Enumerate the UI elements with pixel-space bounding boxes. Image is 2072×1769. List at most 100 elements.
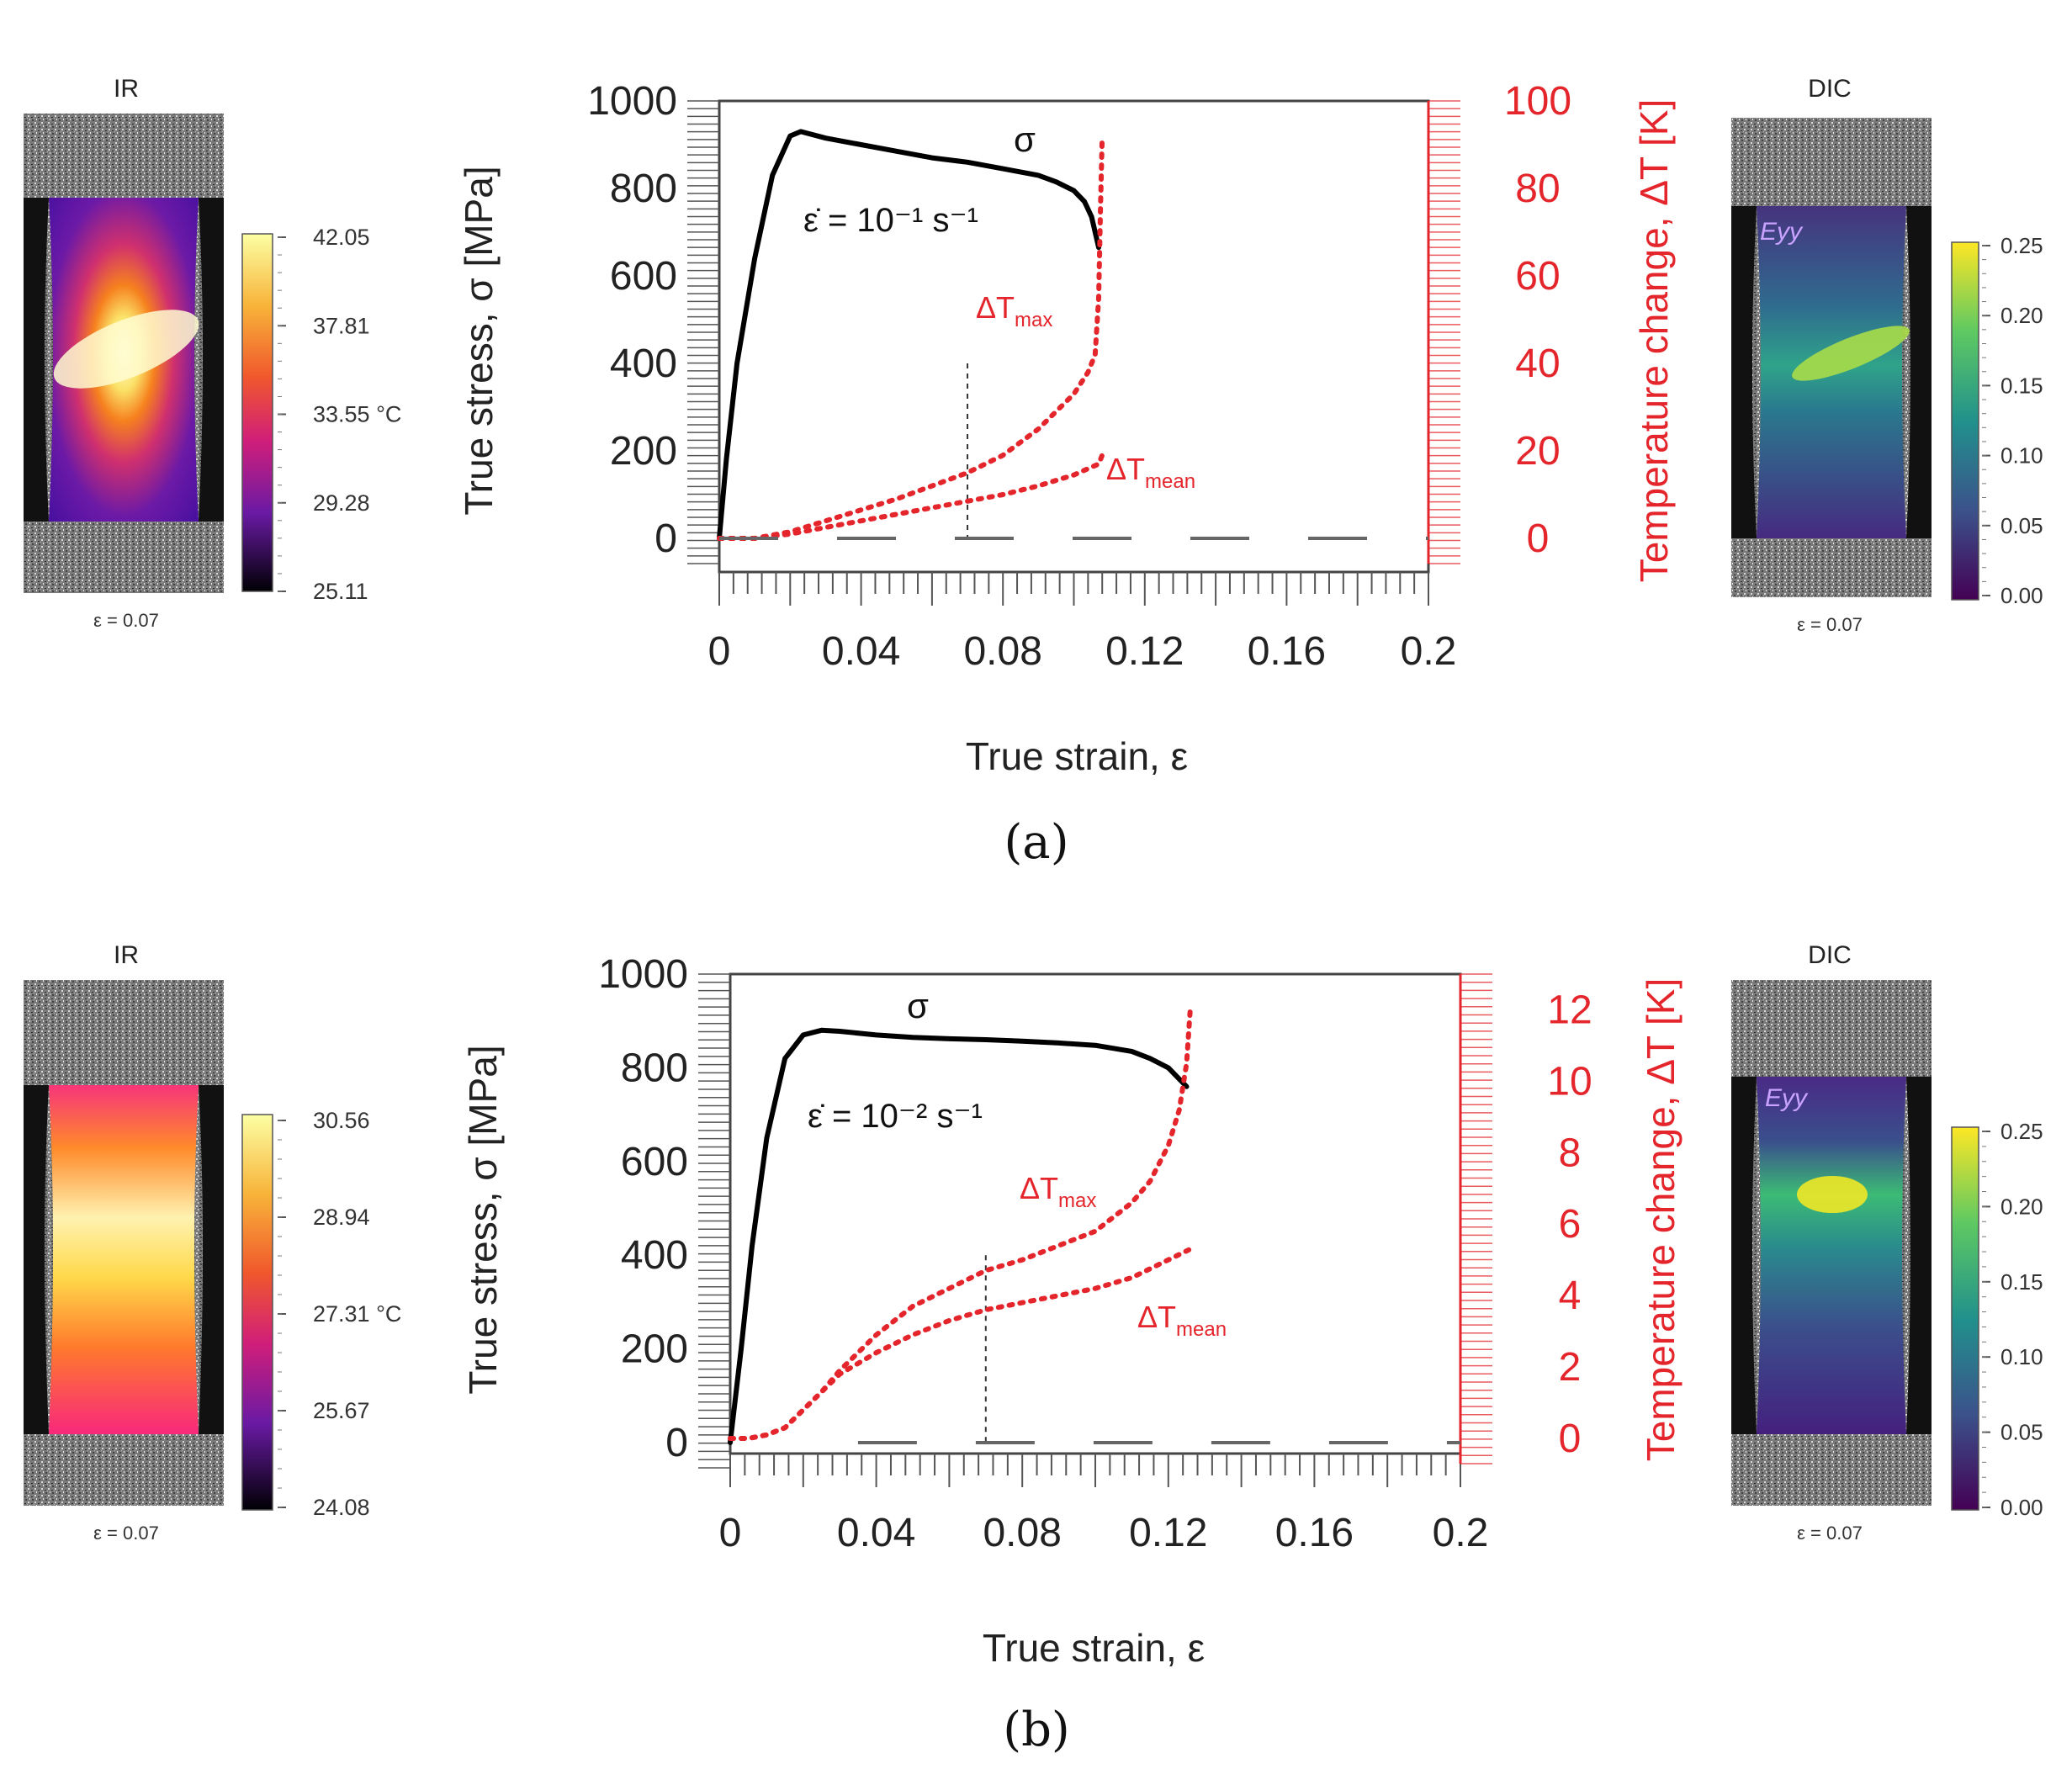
colorbar-tick-label: 24.08 — [313, 1495, 370, 1520]
chart-a-minor-ticks — [687, 100, 1460, 606]
chart-a-series — [717, 129, 1428, 541]
colorbar-tick-label: 28.94 — [313, 1205, 370, 1230]
y2-tick-label: 20 — [1515, 429, 1560, 474]
y-tick-label: 200 — [621, 1327, 688, 1372]
chart-b-series — [728, 1007, 1460, 1445]
chart-b-y2-ticks: 0 2 4 6 8 10 12 — [1547, 988, 1592, 1461]
series-stress-line — [728, 1027, 1190, 1445]
dic-colorbar-b — [1951, 1126, 1979, 1511]
ir-thermal-field-b — [49, 1085, 199, 1434]
colorbar-tick-label: 25.67 — [313, 1398, 370, 1423]
chart-a-y-ticks: 0 200 400 600 800 1000 — [587, 79, 677, 561]
colorbar-tick-label: 0.20 — [2000, 303, 2043, 328]
ir-colorbar-ticks-b: 30.56 28.94 27.31 °C 25.67 24.08 — [278, 1108, 401, 1520]
colorbar-tick-label: 0.05 — [2000, 1420, 2043, 1445]
dic-shadow-left-b — [1731, 1077, 1757, 1434]
colorbar-tick-label: 0.15 — [2000, 373, 2043, 398]
x-axis-label-b: True strain, ε — [983, 1626, 1205, 1670]
y2-tick-label: 6 — [1559, 1202, 1582, 1247]
x-tick-label: 0.12 — [1105, 629, 1184, 674]
colorbar-tick-label: 25.11 — [313, 579, 368, 604]
dic-strain-label-a: ε = 0.07 — [1797, 614, 1863, 635]
y-tick-label: 1000 — [587, 79, 677, 124]
x-axis-label-a: True strain, ε — [966, 734, 1188, 778]
colorbar-tick-label: 0.00 — [2000, 1495, 2043, 1520]
dic-colorbar-ticks-b: 0.25 0.20 0.15 0.10 0.05 0.00 — [1982, 1119, 2043, 1520]
dtmax-annotation-b: ΔTmax — [1020, 1171, 1096, 1212]
colorbar-tick-label: 33.55 °C — [313, 402, 401, 427]
x-tick-label: 0.12 — [1129, 1511, 1207, 1555]
ir-strain-label-a: ε = 0.07 — [93, 610, 159, 631]
y2-tick-label: 60 — [1515, 254, 1560, 299]
dtmax-annotation-a: ΔTmax — [976, 290, 1052, 331]
y-tick-label: 600 — [610, 254, 677, 299]
sigma-annotation-a: σ — [1014, 119, 1036, 159]
colorbar-tick-label: 30.56 — [313, 1108, 370, 1133]
dic-field-label-a: Eyy — [1760, 218, 1804, 246]
y2-tick-label: 12 — [1547, 988, 1592, 1032]
strain-rate-label-b: ε̇ = 10⁻² s⁻¹ — [808, 1098, 983, 1135]
x-tick-label: 0.16 — [1248, 629, 1326, 674]
y2-tick-label: 0 — [1527, 516, 1550, 561]
y2-axis-label-b: Temperature change, ΔT [K] — [1639, 978, 1683, 1462]
ir-title-b: IR — [114, 941, 139, 969]
y2-tick-label: 100 — [1504, 79, 1571, 124]
x-tick-label: 0.04 — [837, 1511, 915, 1555]
y2-tick-label: 10 — [1547, 1059, 1592, 1104]
ir-panel-a: IR ε = 0.07 42.05 37.81 33.55 °C 29.28 25.11 — [24, 75, 401, 631]
colorbar-tick-label: 0.25 — [2000, 233, 2043, 258]
y-tick-label: 400 — [610, 342, 677, 386]
dic-shadow-right-b — [1906, 1077, 1932, 1434]
colorbar-tick-label: 37.81 — [313, 313, 370, 338]
ir-title-a: IR — [114, 75, 139, 103]
colorbar-tick-label: 0.10 — [2000, 443, 2043, 469]
y-tick-label: 600 — [621, 1140, 688, 1184]
y-axis-label-a: True stress, σ [MPa] — [457, 166, 501, 515]
panel-label-b: (b) — [1003, 1703, 1070, 1757]
y2-tick-label: 40 — [1515, 342, 1560, 386]
y-tick-label: 0 — [665, 1421, 688, 1465]
colorbar-tick-label: 29.28 — [313, 490, 370, 516]
series-dtmax-line — [728, 1007, 1193, 1441]
colorbar-tick-label: 0.05 — [2000, 513, 2043, 538]
strain-rate-label-a: ε̇ = 10⁻¹ s⁻¹ — [803, 202, 978, 239]
colorbar-tick-label: 0.10 — [2000, 1344, 2043, 1369]
y2-tick-label: 4 — [1559, 1274, 1582, 1318]
y-tick-label: 400 — [621, 1233, 688, 1278]
colorbar-tick-label: 27.31 °C — [313, 1301, 401, 1327]
dic-title-a: DIC — [1808, 75, 1852, 103]
y2-tick-label: 2 — [1559, 1345, 1582, 1390]
dic-colorbar-a — [1951, 241, 1979, 601]
colorbar-tick-label: 42.05 — [313, 225, 370, 250]
chart-a-y2-ticks: 0 20 40 60 80 100 — [1504, 79, 1571, 561]
chart-b-y-ticks: 0 200 400 600 800 1000 — [598, 952, 688, 1465]
y-tick-label: 1000 — [598, 952, 688, 997]
colorbar-tick-label: 0.25 — [2000, 1119, 2043, 1144]
ir-colorbar-ticks-a: 42.05 37.81 33.55 °C 29.28 25.11 — [278, 225, 401, 604]
dic-title-b: DIC — [1808, 941, 1852, 969]
ir-shadow-left-b — [24, 1085, 49, 1434]
sigma-annotation-b: σ — [907, 986, 929, 1025]
series-dtmean-line — [728, 1247, 1193, 1441]
x-tick-label: 0.04 — [822, 629, 900, 674]
dic-colorbar-ticks-a: 0.25 0.20 0.15 0.10 0.05 0.00 — [1982, 233, 2043, 608]
ir-colorbar-a — [241, 233, 273, 592]
x-tick-label: 0.16 — [1275, 1511, 1354, 1555]
y-tick-label: 800 — [610, 167, 677, 211]
ir-shadow-right-b — [199, 1085, 224, 1434]
dic-field-label-b: Eyy — [1765, 1084, 1809, 1112]
colorbar-tick-label: 0.20 — [2000, 1194, 2043, 1219]
dtmean-annotation-a: ΔTmean — [1106, 452, 1195, 493]
ir-hotspot-a — [53, 310, 199, 389]
ir-grip-shadow-left-a — [24, 198, 49, 522]
dtmean-annotation-b: ΔTmean — [1137, 1300, 1227, 1341]
y2-tick-label: 0 — [1559, 1417, 1582, 1461]
ir-colorbar-b — [241, 1114, 273, 1511]
dic-panel-a: DIC Eyy ε = 0.07 0.25 0.20 0.15 0.10 0.05 0.0… — [1731, 75, 2043, 635]
y2-tick-label: 8 — [1559, 1131, 1582, 1175]
dic-shadow-left-a — [1731, 206, 1757, 538]
colorbar-tick-label: 0.15 — [2000, 1269, 2043, 1295]
x-tick-label: 0.2 — [1401, 629, 1457, 674]
